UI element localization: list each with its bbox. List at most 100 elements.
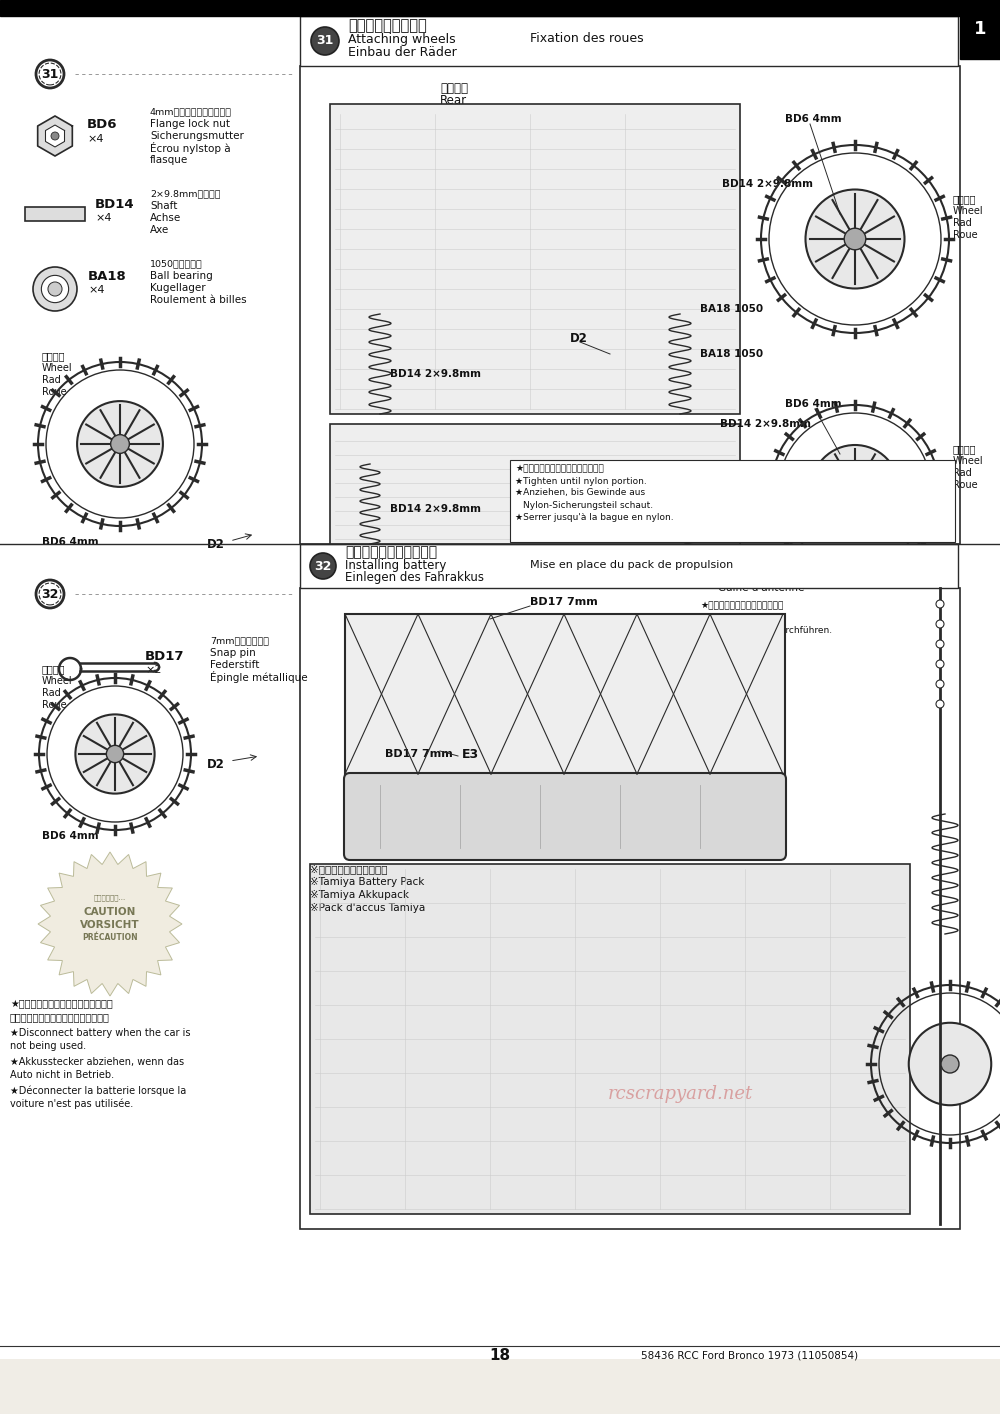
Bar [345,614,785,773]
Text: BD14 2×9.8mm: BD14 2×9.8mm [722,180,813,189]
Text: VORSICHT: VORSICHT [80,921,140,930]
Text: Wheel: Wheel [42,363,73,373]
Text: ×4: ×4 [87,134,104,144]
Text: Vorne: Vorne [585,502,619,515]
Text: ホイールの取り付け: ホイールの取り付け [348,18,427,34]
Text: Shaft: Shaft [150,201,177,211]
Text: 32: 32 [41,587,59,601]
Text: 1: 1 [974,20,986,38]
Text: Achse: Achse [150,214,181,223]
Circle shape [36,59,64,88]
Bar [25,206,85,221]
Text: Attaching wheels: Attaching wheels [348,33,456,45]
Text: ★Akkusstecker abziehen, wenn das: ★Akkusstecker abziehen, wenn das [10,1058,184,1068]
Polygon shape [38,853,182,995]
Circle shape [936,600,944,608]
Bar [300,16,958,66]
Text: ホイール: ホイール [42,351,66,361]
Text: Rear: Rear [440,95,467,107]
Text: Fixation des roues: Fixation des roues [530,33,644,45]
Text: ★走行させない時は必ず走行用バッテ: ★走行させない時は必ず走行用バッテ [10,1000,113,1010]
Text: Kugellager: Kugellager [150,283,206,293]
Text: BD17: BD17 [145,649,184,663]
Bar [300,66,960,544]
Text: ★Serrer jusqu'à la bague en nylon.: ★Serrer jusqu'à la bague en nylon. [515,512,674,522]
Text: Rad: Rad [953,468,972,478]
Text: 1050ベアリング: 1050ベアリング [150,260,203,269]
Text: BA18 1050: BA18 1050 [700,349,763,359]
Text: ★Passer l'antenne.: ★Passer l'antenne. [700,638,786,646]
Text: D2: D2 [207,537,225,550]
Text: 4mmフランジロックナット: 4mmフランジロックナット [150,107,232,116]
Text: Rad: Rad [42,375,61,385]
Text: Écrou nylstop à: Écrou nylstop à [150,141,231,154]
Circle shape [936,660,944,667]
Text: ★受信機アンテナ線を通します。: ★受信機アンテナ線を通します。 [700,601,783,611]
Text: Arrière: Arrière [440,119,480,132]
Circle shape [75,714,155,793]
Text: ※Tamiya Akkupack: ※Tamiya Akkupack [310,889,409,899]
Circle shape [909,1022,991,1106]
Circle shape [48,281,62,296]
Text: BA18 1050: BA18 1050 [700,503,763,515]
Text: BD6 4mm: BD6 4mm [785,399,842,409]
Text: ★Disconnect battery when the car is: ★Disconnect battery when the car is [10,1028,190,1038]
Text: 31: 31 [41,68,59,81]
Circle shape [845,479,865,499]
Text: D2: D2 [580,492,598,505]
Text: BD14 2×9.8mm: BD14 2×9.8mm [720,419,811,428]
Text: 32: 32 [314,560,332,573]
Text: ★Antennekabel durchführen.: ★Antennekabel durchführen. [700,625,832,635]
Text: Antennenrohr: Antennenrohr [718,571,790,581]
Text: ホイール: ホイール [42,665,66,674]
Bar [300,588,960,1229]
Circle shape [39,64,61,85]
Text: Nylon-Sicherungsteil schaut.: Nylon-Sicherungsteil schaut. [523,501,653,509]
Bar [510,460,955,542]
Text: 58436 RCC Ford Bronco 1973 (11050854): 58436 RCC Ford Bronco 1973 (11050854) [641,1350,859,1362]
Circle shape [33,267,77,311]
Text: flasque: flasque [150,156,188,165]
Text: ホイール: ホイール [953,444,976,454]
Text: 走行しくださ...: 走行しくださ... [94,895,126,901]
Text: D2: D2 [570,332,588,345]
Text: Avant: Avant [585,513,619,526]
Text: BD6 4mm: BD6 4mm [42,831,99,841]
Circle shape [844,228,866,250]
Text: 《フロント》: 《フロント》 [585,478,627,491]
Text: Roulement à billes: Roulement à billes [150,296,247,305]
Circle shape [806,189,904,288]
Text: 7mmスナップピン: 7mmスナップピン [210,636,269,646]
Text: BD14 2×9.8mm: BD14 2×9.8mm [390,503,481,515]
Text: ホイール: ホイール [953,194,976,204]
Bar [300,544,958,588]
Circle shape [311,27,339,55]
Circle shape [51,132,59,140]
Text: E3: E3 [462,748,479,761]
Text: ★Anziehen, bis Gewinde aus: ★Anziehen, bis Gewinde aus [515,488,645,498]
Text: Installing battery: Installing battery [345,559,446,571]
Text: 走行用バッテリーの搭載: 走行用バッテリーの搭載 [345,544,437,559]
Circle shape [39,583,61,605]
Text: ※Pack d'accus Tamiya: ※Pack d'accus Tamiya [310,904,425,913]
Text: ★ナイロン部分まで締め込みます。: ★ナイロン部分まで締め込みます。 [515,465,604,474]
Bar [310,864,910,1215]
Text: ※タミヤ走行用バッテリー: ※タミヤ走行用バッテリー [310,864,388,874]
Text: Axe: Axe [150,225,169,235]
Bar [330,105,740,414]
Text: Rad: Rad [953,218,972,228]
Text: BA18 1050: BA18 1050 [700,304,763,314]
Text: 2×9.8mmシャフト: 2×9.8mmシャフト [150,189,220,198]
Text: ★Pass antenna.: ★Pass antenna. [700,614,771,622]
Text: BD6 4mm: BD6 4mm [42,537,99,547]
Polygon shape [45,124,65,147]
Text: ×4: ×4 [95,214,112,223]
Text: ×4: ×4 [88,286,104,296]
Text: Roue: Roue [42,700,67,710]
Circle shape [106,745,124,762]
Text: BD6 4mm: BD6 4mm [785,115,842,124]
Text: Wheel: Wheel [953,206,984,216]
Circle shape [111,434,129,454]
Text: Sicherungsmutter: Sicherungsmutter [150,132,244,141]
Text: 《リヤ》: 《リヤ》 [440,82,468,96]
